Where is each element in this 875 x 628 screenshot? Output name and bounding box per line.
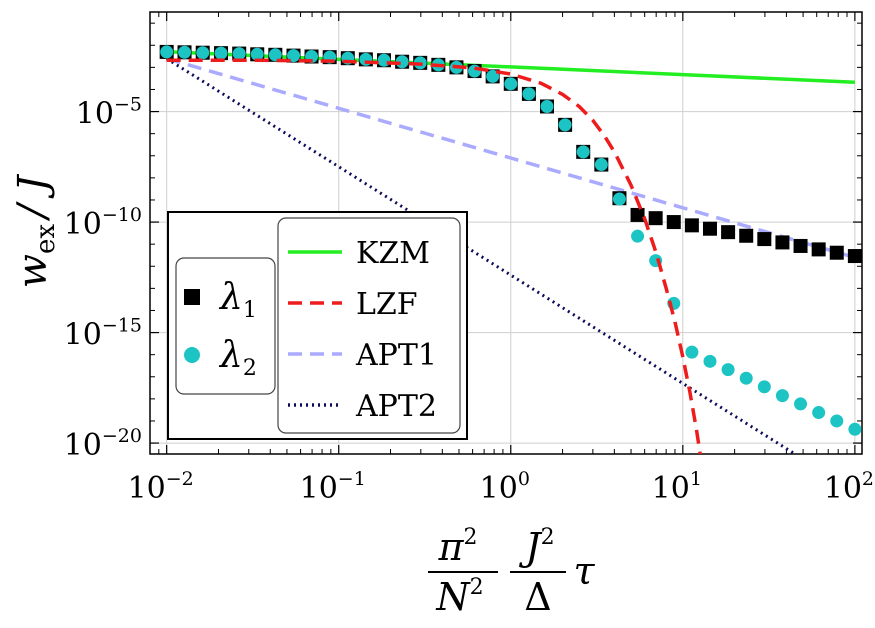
svg-text:Δ: Δ	[524, 575, 551, 619]
lambda1-marker	[811, 242, 826, 257]
legend-circle-marker	[184, 347, 200, 363]
x-tick-label: 10−2	[128, 468, 194, 506]
lambda1-marker	[793, 238, 808, 253]
series-group	[159, 44, 862, 454]
x-tick-label: 101	[652, 468, 702, 506]
lambda2-marker	[468, 64, 482, 78]
lambda1-marker	[757, 232, 772, 247]
y-axis-label: wex/ J	[10, 174, 61, 289]
lambda1-marker	[648, 211, 663, 226]
x-tick-label: 100	[480, 468, 530, 506]
lambda2-marker	[757, 380, 771, 394]
svg-text:N2: N2	[435, 575, 483, 619]
lambda1-marker	[702, 221, 717, 236]
plot-frame	[149, 11, 863, 455]
legend-apt2-label: APT2	[355, 389, 437, 424]
svg-text:τ: τ	[573, 549, 595, 593]
lambda1-marker	[684, 218, 699, 233]
svg-text:wex/ J: wex/ J	[10, 174, 61, 289]
lambda1-marker	[666, 215, 681, 230]
lambda2-marker	[775, 389, 789, 403]
legend-marker-panel	[175, 257, 276, 395]
legend-marker-label: λ1	[218, 277, 257, 323]
lambda1-marker	[630, 207, 645, 222]
lambda2-marker	[522, 87, 536, 101]
y-tick-label: 10−20	[64, 425, 142, 463]
legend-square-marker	[184, 289, 200, 305]
lambda2-marker	[540, 99, 554, 113]
lambda2-marker	[287, 49, 301, 63]
legend-lzf-label: LZF	[356, 287, 418, 322]
legend: λ1 λ2 KZM LZF APT1 APT2	[167, 211, 468, 440]
lzf-line	[166, 58, 702, 454]
svg-text:π2: π2	[438, 525, 478, 569]
lambda1-marker	[721, 225, 736, 240]
lambda2-marker	[703, 354, 717, 368]
y-tick-label: 10−5	[76, 94, 142, 132]
lambda2-marker	[160, 45, 174, 59]
lambda2-marker	[848, 422, 862, 436]
legend-kzm-label: KZM	[356, 236, 430, 271]
lambda2-marker	[631, 229, 645, 243]
lambda2-marker	[594, 158, 608, 172]
legend-marker-label: λ2	[218, 335, 257, 381]
lambda1-marker	[775, 235, 790, 250]
lambda2-marker	[576, 145, 590, 159]
svg-text:J2: J2	[518, 525, 554, 569]
lambda2-marker	[558, 118, 572, 132]
lambda2-marker	[504, 77, 518, 91]
lambda2-marker	[486, 69, 500, 83]
lambda1-marker	[829, 245, 844, 260]
lambda1-marker	[739, 228, 754, 243]
lambda2-marker	[196, 46, 210, 60]
lambda2-marker	[268, 48, 282, 62]
lambda2-marker	[830, 414, 844, 428]
lambda2-marker	[612, 192, 626, 206]
lambda2-marker	[377, 53, 391, 67]
legend-apt1-label: APT1	[355, 338, 437, 373]
lambda2-marker	[685, 345, 699, 359]
lambda2-marker	[739, 371, 753, 385]
tick-labels: 10−2 10−1 100 101 102 10−5 10−10 10−15 10−20	[64, 94, 874, 506]
y-tick-label: 10−15	[64, 315, 142, 353]
y-tick-label: 10−10	[64, 204, 142, 242]
lambda2-marker	[721, 363, 735, 377]
minor-ticks	[149, 12, 862, 454]
lambda2-marker	[214, 46, 228, 60]
lambda2-marker	[178, 45, 192, 59]
lambda2-marker	[232, 47, 246, 61]
major-ticks	[150, 12, 862, 454]
lambda2-marker	[812, 406, 826, 420]
lambda1-marker	[847, 249, 862, 264]
lambda2-marker	[250, 47, 264, 61]
x-tick-label: 102	[824, 468, 874, 506]
lambda2-marker	[794, 397, 808, 411]
x-axis-label: π2 N2 J2 Δ τ	[428, 525, 595, 619]
legend-line-panel	[277, 217, 461, 434]
apt1-line	[166, 56, 856, 260]
x-tick-label: 10−1	[300, 468, 366, 506]
